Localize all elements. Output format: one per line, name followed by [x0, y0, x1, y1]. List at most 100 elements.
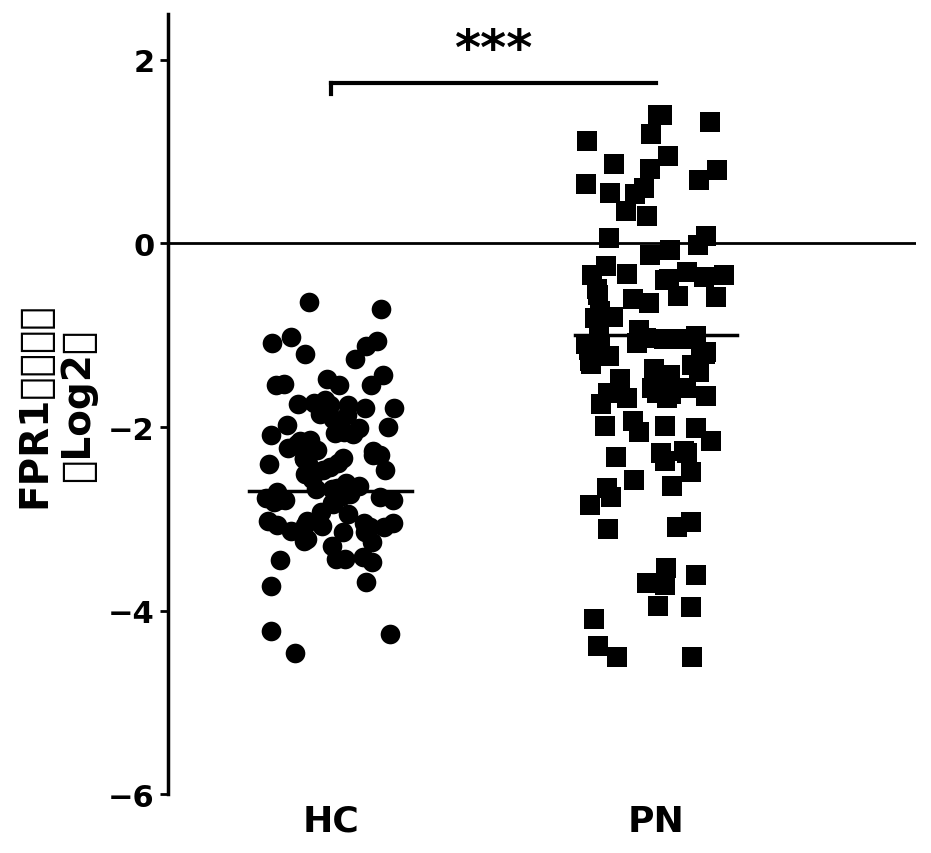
Point [358, 576, 373, 589]
Point [325, 496, 340, 510]
Point [592, 327, 607, 340]
Point [381, 421, 396, 434]
Point [340, 409, 355, 422]
Point [650, 386, 665, 400]
Point [357, 516, 371, 530]
Point [627, 474, 642, 488]
Point [663, 244, 678, 258]
Point [296, 535, 311, 548]
Point [650, 600, 665, 613]
Point [264, 337, 279, 351]
Point [316, 397, 331, 410]
Point [363, 520, 378, 534]
Point [602, 188, 617, 201]
Point [696, 271, 711, 285]
Point [699, 345, 714, 359]
Point [341, 398, 356, 412]
Point [717, 269, 732, 282]
Point [304, 473, 319, 486]
Point [314, 506, 329, 519]
Point [670, 289, 685, 303]
Point [262, 457, 277, 471]
Point [343, 487, 358, 501]
Point [598, 420, 613, 433]
Point [364, 378, 379, 392]
Point [704, 434, 719, 448]
Point [683, 516, 698, 530]
Point [608, 451, 623, 465]
Point [661, 273, 676, 287]
Point [385, 516, 400, 530]
Point [335, 490, 350, 503]
Point [605, 310, 620, 324]
Point [692, 174, 707, 188]
Point [659, 379, 674, 392]
Point [587, 612, 601, 626]
Point [657, 455, 672, 468]
Point [316, 463, 331, 477]
Point [277, 494, 292, 508]
Point [292, 435, 307, 449]
Point [290, 397, 305, 411]
Point [273, 554, 288, 567]
Point [587, 312, 602, 326]
Point [326, 412, 341, 426]
Point [640, 210, 654, 223]
Point [375, 369, 390, 383]
Point [697, 348, 712, 362]
Point [642, 249, 657, 263]
Point [270, 494, 285, 508]
Point [689, 422, 704, 436]
Point [338, 553, 353, 566]
Point [584, 358, 599, 372]
Point [373, 303, 388, 316]
Point [347, 352, 362, 366]
Point [689, 568, 704, 582]
Point [352, 480, 367, 494]
Point [304, 462, 318, 476]
Point [280, 442, 295, 456]
Point [581, 343, 596, 357]
Point [632, 426, 647, 439]
Point [683, 465, 698, 479]
Point [358, 402, 372, 415]
Point [366, 444, 381, 458]
Point [325, 540, 340, 554]
Point [654, 109, 669, 123]
Point [698, 390, 713, 403]
Point [336, 452, 351, 466]
Point [589, 282, 604, 296]
Point [284, 525, 299, 538]
Point [665, 479, 680, 493]
Point [378, 463, 393, 477]
Point [590, 289, 605, 303]
Point [676, 444, 691, 458]
Point [600, 482, 614, 496]
Point [376, 520, 391, 534]
Point [339, 476, 354, 490]
Point [358, 340, 373, 354]
Point [660, 150, 675, 164]
Point [684, 650, 699, 664]
Point [600, 387, 615, 401]
Point [315, 519, 330, 533]
Point [659, 392, 674, 405]
Point [600, 523, 615, 537]
Point [304, 442, 318, 456]
Point [300, 532, 315, 546]
Point [592, 340, 607, 354]
Point [300, 515, 315, 529]
Point [702, 116, 717, 130]
Point [336, 525, 351, 539]
Point [689, 330, 704, 344]
Point [650, 109, 665, 123]
Point [641, 296, 656, 310]
Point [320, 373, 335, 386]
Point [601, 232, 616, 246]
Point [296, 452, 311, 466]
Point [366, 449, 381, 462]
Point [580, 135, 595, 148]
Point [606, 158, 621, 171]
Point [323, 399, 338, 413]
Point [582, 498, 597, 512]
